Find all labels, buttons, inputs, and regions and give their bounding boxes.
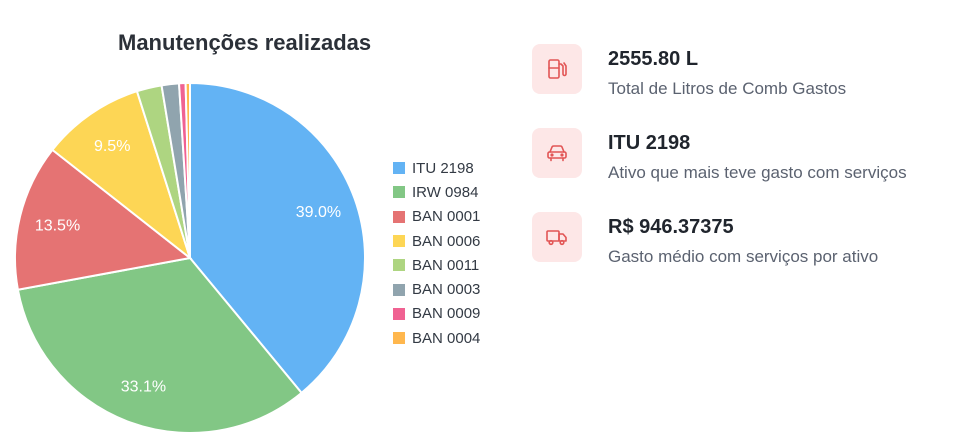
stat-value: R$ 946.37375 bbox=[608, 216, 734, 238]
legend-label: BAN 0006 bbox=[412, 232, 481, 250]
stat-average-cost: R$ 946.37375 Gasto médio com serviços po… bbox=[532, 212, 952, 272]
legend-swatch bbox=[393, 283, 405, 296]
legend-item[interactable]: BAN 0003 bbox=[393, 277, 480, 301]
legend-swatch bbox=[393, 259, 405, 272]
legend-label: BAN 0011 bbox=[412, 256, 480, 274]
stat-label: Ativo que mais teve gasto com serviços bbox=[608, 163, 907, 182]
pie-slice-ban-0006 bbox=[50, 89, 192, 261]
legend-item[interactable]: BAN 0001 bbox=[393, 205, 480, 229]
legend-swatch bbox=[393, 162, 405, 175]
legend-swatch bbox=[393, 210, 405, 223]
stat-label: Gasto médio com serviços por ativo bbox=[608, 247, 879, 266]
stat-top-asset: ITU 2198 Ativo que mais teve gasto com s… bbox=[532, 128, 952, 188]
legend-item[interactable]: BAN 0006 bbox=[393, 229, 480, 253]
legend-item[interactable]: ITU 2198 bbox=[393, 156, 480, 180]
legend-label: BAN 0003 bbox=[412, 281, 481, 299]
pie-slice-ban-0004 bbox=[184, 81, 191, 259]
chart-title: Manutenções realizadas bbox=[118, 30, 372, 55]
legend-item[interactable]: BAN 0009 bbox=[393, 302, 480, 326]
legend-item[interactable]: BAN 0011 bbox=[393, 253, 480, 277]
legend-label: BAN 0004 bbox=[412, 329, 481, 347]
stat-value: ITU 2198 bbox=[608, 132, 691, 154]
legend-label: IRW 0984 bbox=[412, 183, 479, 201]
data-label: 33.1% bbox=[121, 378, 166, 395]
fuel-pump-icon bbox=[532, 44, 582, 94]
legend-swatch bbox=[393, 235, 405, 248]
legend-label: BAN 0009 bbox=[412, 305, 481, 323]
stat-value: 2555.80 L bbox=[608, 48, 699, 70]
legend-item[interactable]: BAN 0004 bbox=[393, 326, 480, 350]
legend-label: ITU 2198 bbox=[412, 159, 474, 177]
pie-slice-itu-2198 bbox=[189, 81, 367, 395]
chart-legend: ITU 2198 IRW 0984 BAN 0001 BAN 0006 BAN 0011… bbox=[393, 156, 480, 350]
pie-slice-irw-0984 bbox=[16, 256, 303, 434]
legend-swatch bbox=[393, 186, 405, 199]
pie-slice-ban-0001 bbox=[14, 148, 193, 291]
truck-icon bbox=[532, 212, 582, 262]
data-label: 39.0% bbox=[296, 204, 341, 221]
car-icon bbox=[532, 128, 582, 178]
data-label: 9.5% bbox=[94, 138, 130, 155]
pie-chart: 39.0% 33.1% 13.5% 9.5% bbox=[14, 81, 367, 434]
stat-label: Total de Litros de Comb Gastos bbox=[608, 79, 847, 98]
legend-swatch bbox=[393, 307, 405, 320]
legend-label: BAN 0001 bbox=[412, 208, 481, 226]
data-label: 13.5% bbox=[35, 217, 80, 234]
stat-fuel: 2555.80 L Total de Litros de Comb Gastos bbox=[532, 44, 952, 104]
legend-swatch bbox=[393, 332, 405, 345]
legend-item[interactable]: IRW 0984 bbox=[393, 180, 480, 204]
